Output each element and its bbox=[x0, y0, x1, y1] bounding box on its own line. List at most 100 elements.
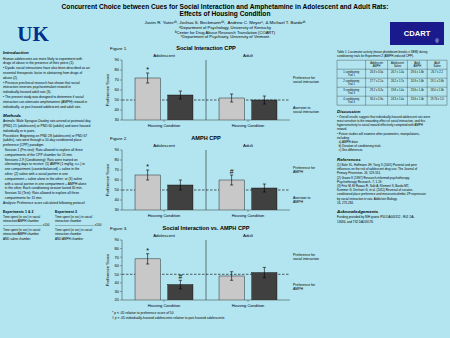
y-tick bbox=[120, 257, 122, 258]
side-label: social interaction bbox=[293, 80, 319, 84]
figure-label: Figure 3. bbox=[110, 226, 127, 231]
table-cell: 27.7 ± 2.1a bbox=[370, 79, 384, 83]
y-tick-label: 50 bbox=[115, 187, 120, 192]
x-axis-label: Housing Condition bbox=[232, 123, 265, 128]
y-tick-label: 70 bbox=[115, 77, 120, 82]
side-label: AMPH bbox=[293, 170, 304, 174]
group-divider bbox=[206, 240, 207, 300]
y-axis-label: Preference Score bbox=[105, 73, 110, 106]
error-bar bbox=[146, 254, 149, 264]
poster: Concurrent Choice between Cues for Socia… bbox=[0, 0, 450, 338]
table-rule bbox=[427, 60, 428, 105]
section-text: 16, 273-284. bbox=[337, 201, 354, 205]
section-text: interaction can attenuate amphetamine (A… bbox=[3, 100, 87, 104]
section-text: one compartment (counterbalanced) + sali… bbox=[3, 167, 79, 171]
formula-text: ————————————— x100 bbox=[55, 223, 102, 227]
side-label: AMPH bbox=[293, 287, 304, 291]
y-tick bbox=[120, 291, 122, 292]
table-cell: Saline bbox=[394, 64, 402, 68]
bar bbox=[135, 78, 160, 120]
section-text: Analysis: Preference score calculated fo… bbox=[3, 201, 85, 205]
formula-text: AND saline chamber bbox=[3, 237, 31, 241]
formula-text: Time spent (in sec) in social bbox=[3, 228, 40, 232]
formula-text: Time spent (in sec) in social bbox=[55, 228, 92, 232]
error-bar bbox=[263, 184, 266, 192]
section-text: Animals: Male Sprague-Dawley rats arrive… bbox=[3, 119, 91, 123]
section-text: c) Sex differences bbox=[337, 148, 363, 152]
section-text: essential therapeutic factor in abstaini… bbox=[3, 71, 82, 75]
table-cell: Trial 1 bbox=[348, 73, 356, 77]
side-label: AMPH bbox=[293, 200, 304, 204]
x-axis bbox=[122, 210, 290, 211]
footnote: # p < .05 individually-housed adolescent… bbox=[112, 316, 225, 320]
y-tick-label: 90 bbox=[115, 147, 120, 152]
table-cell: Saline bbox=[433, 64, 441, 68]
y-tick bbox=[120, 190, 122, 191]
y-tick-label: 30 bbox=[115, 207, 120, 212]
y-tick bbox=[120, 60, 122, 61]
table-rule bbox=[337, 105, 447, 106]
y-tick bbox=[120, 274, 122, 275]
y-tick-label: 30 bbox=[115, 289, 120, 294]
error-bar bbox=[230, 272, 233, 281]
y-tick bbox=[120, 170, 122, 171]
logo-text: UK bbox=[17, 22, 49, 46]
section-text: preference (CPP) paradigm. bbox=[3, 143, 44, 147]
table-cell: 26.2 ± 1.7a bbox=[391, 79, 405, 83]
section-text: compartments of the CPP chamber for 15 m… bbox=[3, 153, 73, 157]
x-axis bbox=[122, 120, 290, 121]
significance-marker: * bbox=[146, 163, 149, 170]
table-rule bbox=[387, 60, 388, 105]
table-cell: Trial 2 bbox=[348, 82, 356, 86]
table-cell: 19.1 ± 2.6b bbox=[431, 79, 445, 83]
y-tick bbox=[120, 300, 122, 301]
section-text: individually-housed adult rats (3). bbox=[3, 90, 51, 94]
y-tick-label: 70 bbox=[115, 167, 120, 172]
table-cell: 29.2 ± 3.2a bbox=[370, 88, 384, 92]
section-title: Discussion bbox=[337, 109, 361, 114]
y-tick bbox=[120, 200, 122, 201]
y-tick bbox=[120, 120, 122, 121]
table-cell: 26.7 ± 1.4a bbox=[391, 70, 405, 74]
section-text: Human adolescents are more likely to exp… bbox=[3, 57, 82, 61]
x-axis-label: Housing Condition bbox=[148, 123, 181, 128]
section-text: hypersensitivity to social reward effect… bbox=[337, 123, 423, 127]
authors: Justin R. Yatesᵃʰ, Joshua S. Beckmannᵃʰ,… bbox=[144, 20, 305, 25]
table-cell: 19.8 ± 1.4a bbox=[391, 88, 405, 92]
formula-text: interaction/AMPH chamber bbox=[3, 219, 39, 223]
table-cell: 18.0 ± 1.3b bbox=[431, 88, 445, 92]
formula-text: interaction chamber bbox=[55, 219, 81, 223]
table-caption: conditioning trials for Experiment 2 (AM… bbox=[337, 54, 414, 58]
section-text: alternating days to receive: (1) AMPH (1… bbox=[3, 162, 85, 166]
category-label: Adolescent bbox=[153, 143, 176, 148]
section-text: compartments for 15 min. bbox=[3, 196, 42, 200]
section-text: with a social partner in one compartment… bbox=[3, 182, 86, 186]
section-title: Acknowledgements bbox=[336, 209, 379, 214]
y-tick bbox=[120, 80, 122, 81]
section-text: other; (2) saline with a social partner … bbox=[3, 172, 68, 176]
bar-chart: Figure 2.AMPH CPPAdolescentAdult30405060… bbox=[105, 135, 316, 240]
y-tick bbox=[120, 150, 122, 151]
table-rule bbox=[447, 60, 448, 105]
footnote: * p < .05 relative to preference score o… bbox=[112, 311, 174, 315]
table-cell: Trial 4 bbox=[348, 100, 356, 104]
table-rule bbox=[337, 69, 447, 70]
section-text: in the other. Each conditioning session … bbox=[3, 186, 83, 190]
table-rule bbox=[365, 60, 366, 105]
table-cell: 36.0 ± 2.9a bbox=[370, 97, 384, 101]
table-cell: 24.9 ± 1.6b bbox=[411, 79, 425, 83]
x-axis-label: Housing Condition bbox=[148, 303, 181, 308]
y-tick-label: 90 bbox=[115, 237, 120, 242]
formula-text: AND AMPH chamber bbox=[55, 237, 83, 241]
y-tick bbox=[120, 210, 122, 211]
y-tick bbox=[120, 70, 122, 71]
significance-marker: # bbox=[230, 168, 234, 175]
section-text: Procedure: Beginning on PND 28 (adolesce… bbox=[3, 134, 87, 138]
error-bar bbox=[263, 267, 266, 277]
section-text: individually- or pair-housed adolescent … bbox=[3, 105, 81, 109]
y-tick-label: 40 bbox=[115, 197, 120, 202]
table-cell: 19.70 ± 1.0 bbox=[431, 97, 445, 101]
formula-text: ————————————— x100 bbox=[3, 223, 50, 227]
y-tick-label: 30 bbox=[115, 117, 120, 122]
poster-title: Effects of Housing Condition bbox=[180, 10, 271, 18]
